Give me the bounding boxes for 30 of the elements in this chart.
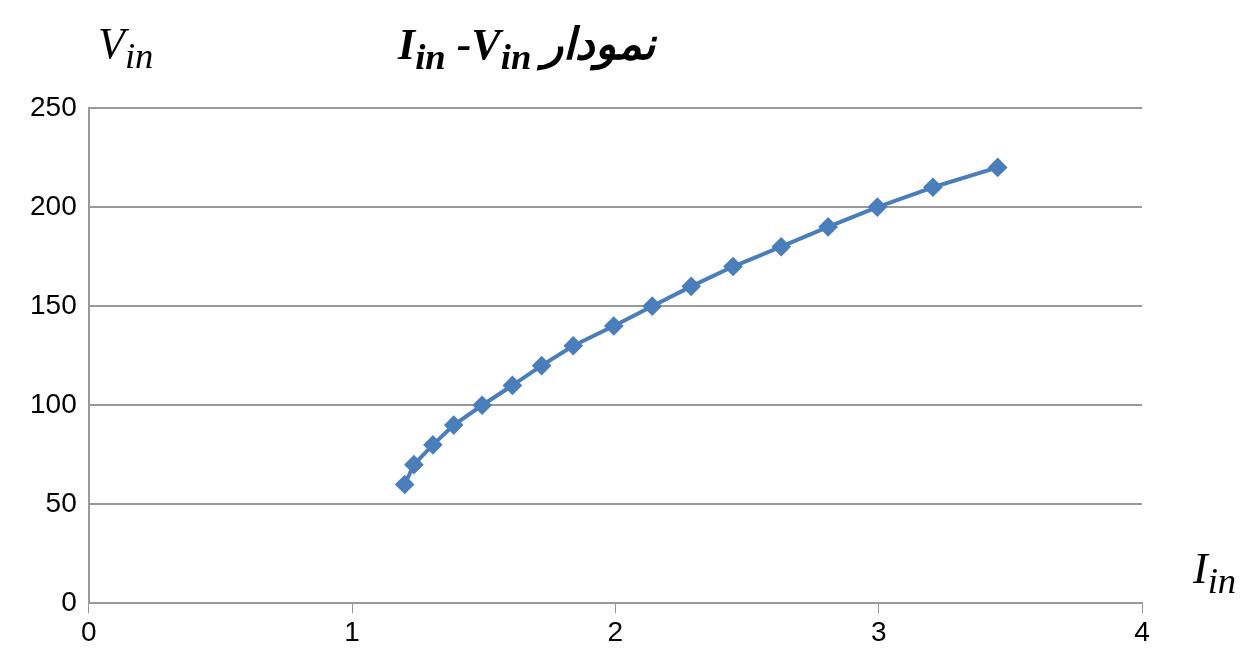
point [868,198,887,217]
point [404,455,423,474]
point [395,475,414,494]
point [423,435,442,454]
point [988,158,1007,177]
x-tick-label: 3 [870,615,887,647]
y-axis-title: V$_{in}$ [98,18,154,77]
point [772,237,791,256]
y-tick-label: 150 [30,288,77,320]
point [473,396,492,415]
point [682,277,701,296]
point [643,297,662,316]
y-tick-label: 200 [30,189,77,221]
y-tick-label: 50 [45,487,77,519]
y-tick-label: 100 [30,387,77,419]
point [444,416,463,435]
point [503,376,522,395]
point [819,217,838,236]
point [564,336,583,355]
point [724,257,743,276]
y-tick-label: 0 [61,586,77,618]
x-tick-label: 4 [1134,615,1150,647]
point [923,178,942,197]
point [532,356,551,375]
x-tick-label: 2 [607,615,624,647]
x-axis-title: I$_{in}$ [1193,543,1237,602]
point [604,316,623,335]
y-tick-label: 250 [30,90,77,122]
x-tick-label: 1 [344,615,360,647]
x-tick-label: 0 [80,615,97,647]
